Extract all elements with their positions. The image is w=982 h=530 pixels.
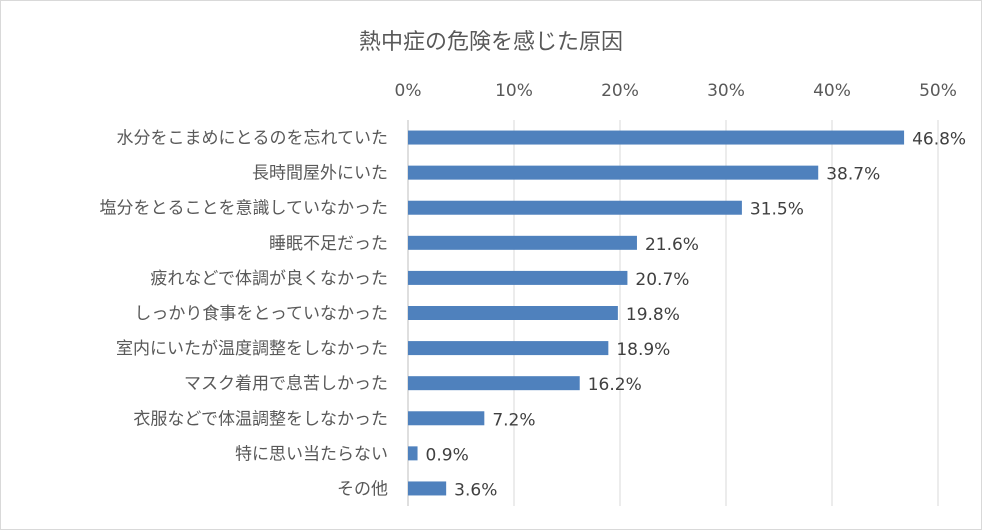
x-axis-ticks: 0% 10% 20% 30% 40% 50% [395, 81, 957, 101]
bar [408, 341, 609, 356]
bars [408, 130, 905, 496]
data-label: 3.6% [454, 480, 497, 500]
data-label: 38.7% [826, 165, 880, 185]
x-tick-label: 20% [601, 81, 639, 101]
category-label: 衣服などで体温調整をしなかった [133, 409, 388, 429]
data-label: 20.7% [635, 270, 689, 290]
category-labels: 水分をこまめにとるのを忘れていた長時間屋外にいた塩分をとることを意識していなかっ… [100, 129, 389, 500]
x-tick-label: 10% [495, 81, 533, 101]
category-label: その他 [337, 479, 388, 499]
category-label: 室内にいたが温度調整をしなかった [116, 339, 388, 359]
data-label: 16.2% [588, 375, 642, 395]
bar [408, 200, 742, 215]
category-label: 睡眠不足だった [269, 234, 388, 254]
chart-title: 熱中症の危険を感じた原因 [359, 30, 623, 55]
data-label: 19.8% [626, 305, 680, 325]
data-label: 31.5% [750, 200, 804, 220]
category-label: しっかり食事をとっていなかった [134, 304, 388, 324]
bar [408, 270, 628, 285]
data-label: 0.9% [426, 445, 469, 465]
bar [408, 446, 418, 461]
category-label: 疲れなどで体調が良くなかった [150, 269, 388, 289]
category-label: 長時間屋外にいた [252, 164, 388, 184]
data-labels: 46.8% 38.7% 31.5% 21.6% 20.7% 19.8% 18.9% 16.2%… [426, 130, 967, 501]
bar [408, 165, 819, 180]
data-label: 18.9% [616, 340, 670, 360]
gridlines [407, 120, 939, 506]
x-tick-label: 30% [707, 81, 745, 101]
x-tick-label: 40% [813, 81, 851, 101]
x-tick-label: 50% [919, 81, 957, 101]
bar [408, 481, 447, 496]
bar [408, 130, 905, 145]
data-label: 21.6% [645, 235, 699, 255]
data-label: 46.8% [912, 130, 966, 150]
category-label: 塩分をとることを意識していなかった [100, 199, 389, 219]
x-tick-label: 0% [395, 81, 422, 101]
category-label: マスク着用で息苦しかった [184, 374, 388, 394]
category-label: 特に思い当たらない [235, 444, 388, 464]
bar [408, 306, 618, 320]
bar [408, 411, 485, 426]
bar [408, 376, 580, 391]
bar [408, 235, 637, 250]
category-label: 水分をこまめにとるのを忘れていた [117, 129, 389, 149]
data-label: 7.2% [492, 410, 535, 430]
